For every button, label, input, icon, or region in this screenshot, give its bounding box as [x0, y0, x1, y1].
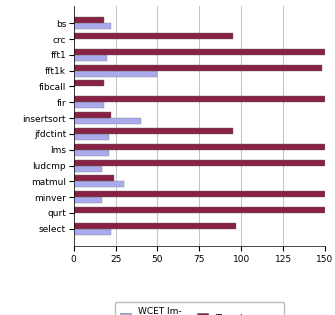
- Bar: [74, 65, 322, 71]
- Bar: [74, 159, 325, 166]
- Bar: [74, 55, 107, 61]
- Bar: [74, 112, 111, 118]
- Bar: [74, 207, 325, 213]
- Bar: [74, 71, 157, 77]
- Bar: [74, 229, 111, 235]
- Bar: [74, 150, 109, 156]
- Bar: [74, 191, 325, 197]
- Bar: [74, 102, 104, 108]
- Bar: [74, 134, 109, 140]
- Bar: [74, 166, 102, 172]
- Bar: [74, 23, 111, 29]
- Legend: WCET Im-
provement, Time Increase: WCET Im- provement, Time Increase: [115, 302, 284, 315]
- Bar: [74, 144, 325, 150]
- Bar: [74, 223, 236, 229]
- Bar: [74, 118, 141, 124]
- Bar: [74, 96, 325, 102]
- Bar: [74, 33, 233, 39]
- Bar: [74, 181, 124, 187]
- Bar: [74, 49, 325, 55]
- Bar: [74, 17, 104, 23]
- Bar: [74, 128, 233, 134]
- Bar: [74, 80, 104, 86]
- Bar: [74, 197, 102, 203]
- Bar: [74, 175, 114, 181]
